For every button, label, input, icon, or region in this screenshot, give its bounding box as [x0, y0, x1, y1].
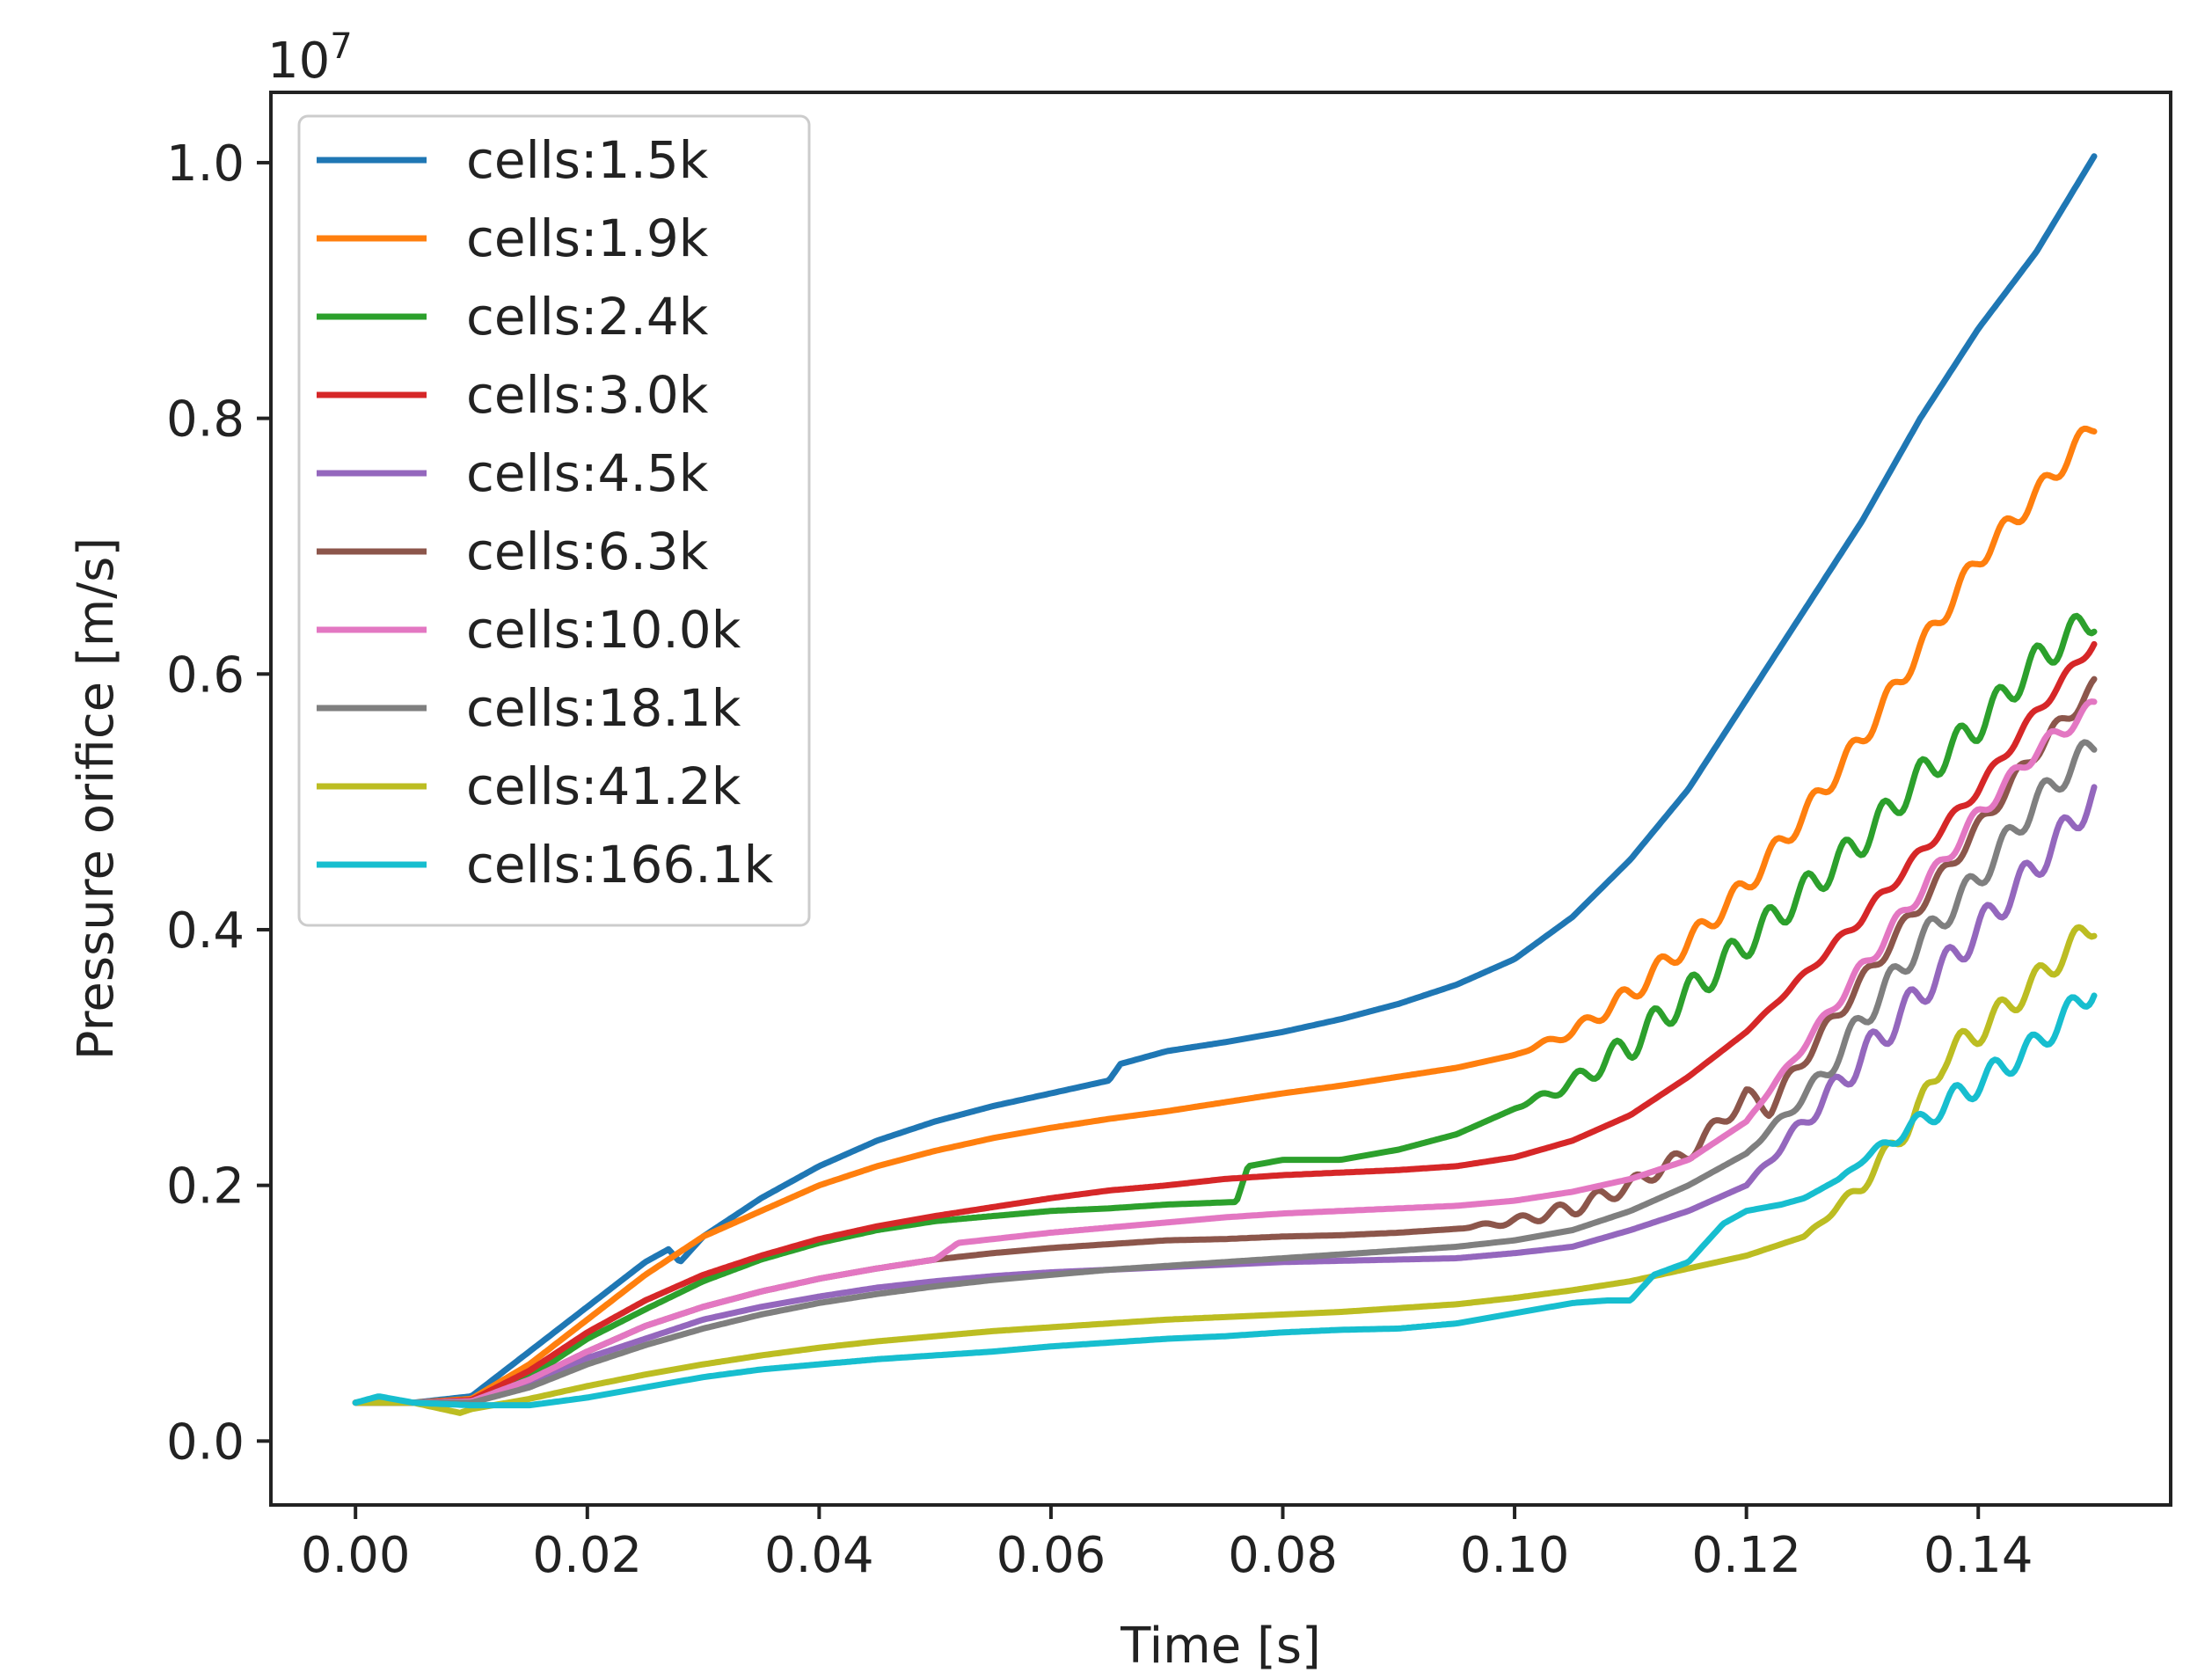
series-line-cells-1-9k	[352, 425, 2098, 1406]
y-scale-exponent: 7	[330, 26, 352, 67]
series-line-cells-41-2k	[352, 924, 2098, 1416]
series-line-cells-3-0k	[352, 640, 2098, 1406]
y-tick-label: 0.2	[166, 1158, 245, 1216]
y-tick-label: 0.6	[166, 646, 245, 704]
y-tick-label: 0.0	[166, 1413, 245, 1471]
series-line-cells-2-4k	[352, 612, 2098, 1406]
x-tick-label: 0.14	[1924, 1527, 2033, 1584]
series-line-cells-1-5k	[352, 153, 2098, 1406]
plot-frame	[269, 91, 2172, 1507]
legend-label: cells:6.3k	[466, 522, 709, 581]
y-axis-ticks: 0.0 0.2 0.4 0.6 0.8 1.0	[166, 135, 271, 1471]
x-tick-label: 0.10	[1460, 1527, 1570, 1584]
series-line-cells-166-1k	[352, 992, 2098, 1409]
y-scale-base: 10	[267, 33, 330, 90]
series-line-cells-18-1k	[352, 739, 2098, 1406]
x-tick-label: 0.06	[996, 1527, 1106, 1584]
y-tick-label: 1.0	[166, 135, 245, 193]
x-tick-label: 0.02	[532, 1527, 642, 1584]
series-line-cells-10-0k	[352, 698, 2098, 1406]
x-axis-ticks: 0.00 0.02 0.04 0.06 0.08 0.10 0.12 0.14	[301, 1505, 2033, 1584]
x-axis-label: Time [s]	[1120, 1618, 1321, 1675]
legend-label: cells:3.0k	[466, 365, 709, 425]
legend-label: cells:166.1k	[466, 835, 774, 895]
y-axis-label: Pressure orifice [m/s]	[68, 537, 125, 1060]
x-tick-label: 0.08	[1228, 1527, 1338, 1584]
y-tick-label: 0.4	[166, 902, 245, 960]
y-tick-label: 0.8	[166, 391, 245, 449]
y-scale-label: 107	[267, 26, 353, 90]
legend-label: cells:4.5k	[466, 443, 709, 503]
legend-label: cells:1.9k	[466, 208, 709, 268]
x-tick-label: 0.00	[301, 1527, 411, 1584]
legend: cells:1.5k cells:1.9k cells:2.4k cells:3.0k…	[297, 114, 811, 927]
legend-label: cells:18.1k	[466, 678, 741, 738]
x-tick-label: 0.12	[1691, 1527, 1801, 1584]
series-layer	[352, 153, 2098, 1416]
legend-label: cells:2.4k	[466, 287, 709, 347]
legend-label: cells:10.0k	[466, 600, 741, 660]
legend-label: cells:1.5k	[466, 130, 709, 190]
legend-label: cells:41.2k	[466, 756, 741, 816]
x-tick-label: 0.04	[764, 1527, 874, 1584]
